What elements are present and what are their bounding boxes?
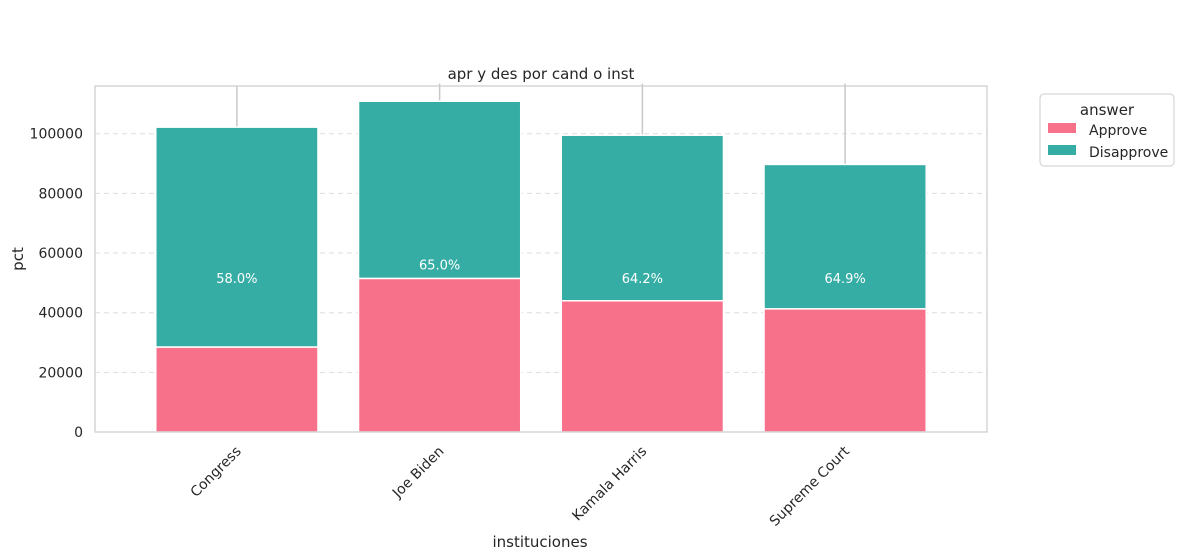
bar-disapprove xyxy=(560,134,725,302)
y-tick-labels: 0 20000 40000 60000 80000 100000 xyxy=(30,127,83,441)
error-bars xyxy=(236,83,846,432)
x-tick-label: Joe Biden xyxy=(389,444,447,502)
x-axis-label: instituciones xyxy=(492,533,587,551)
y-tick-label: 0 xyxy=(74,425,83,441)
data-label: 64.9% xyxy=(824,272,865,287)
y-tick-label: 100000 xyxy=(30,127,83,143)
data-labels: 58.0% 65.0% 64.2% 64.9% xyxy=(216,258,866,286)
plot-frame xyxy=(94,85,988,433)
legend-swatch-disapprove xyxy=(1048,145,1076,155)
bar-approve xyxy=(560,300,725,433)
legend-label-approve: Approve xyxy=(1089,123,1147,139)
y-tick-label: 60000 xyxy=(38,246,83,262)
data-label: 58.0% xyxy=(216,272,257,287)
x-tick-label: Congress xyxy=(188,444,245,501)
legend-swatch-approve xyxy=(1048,123,1076,133)
bars xyxy=(155,100,927,433)
bar-disapprove xyxy=(155,126,319,348)
bar-approve xyxy=(357,277,522,433)
legend-title: answer xyxy=(1080,101,1135,119)
chart-title: apr y des por cand o inst xyxy=(448,65,635,83)
bar-disapprove xyxy=(763,163,927,310)
y-tick-label: 40000 xyxy=(38,306,83,322)
x-tick-label: Kamala Harris xyxy=(569,444,650,525)
data-label: 65.0% xyxy=(419,258,460,273)
legend-label-disapprove: Disapprove xyxy=(1089,145,1168,161)
y-tick-label: 20000 xyxy=(38,365,83,381)
bar-approve xyxy=(763,308,927,433)
y-axis-label: pct xyxy=(9,247,27,271)
x-tick-labels: Congress Joe Biden Kamala Harris Supreme Co… xyxy=(188,443,854,530)
bar-disapprove xyxy=(357,100,522,280)
y-tick-label: 80000 xyxy=(38,186,83,202)
legend: answer Approve Disapprove xyxy=(1039,93,1175,167)
bar-approve xyxy=(155,346,319,433)
data-label: 64.2% xyxy=(622,272,663,287)
x-tick-label: Supreme Court xyxy=(767,443,854,530)
